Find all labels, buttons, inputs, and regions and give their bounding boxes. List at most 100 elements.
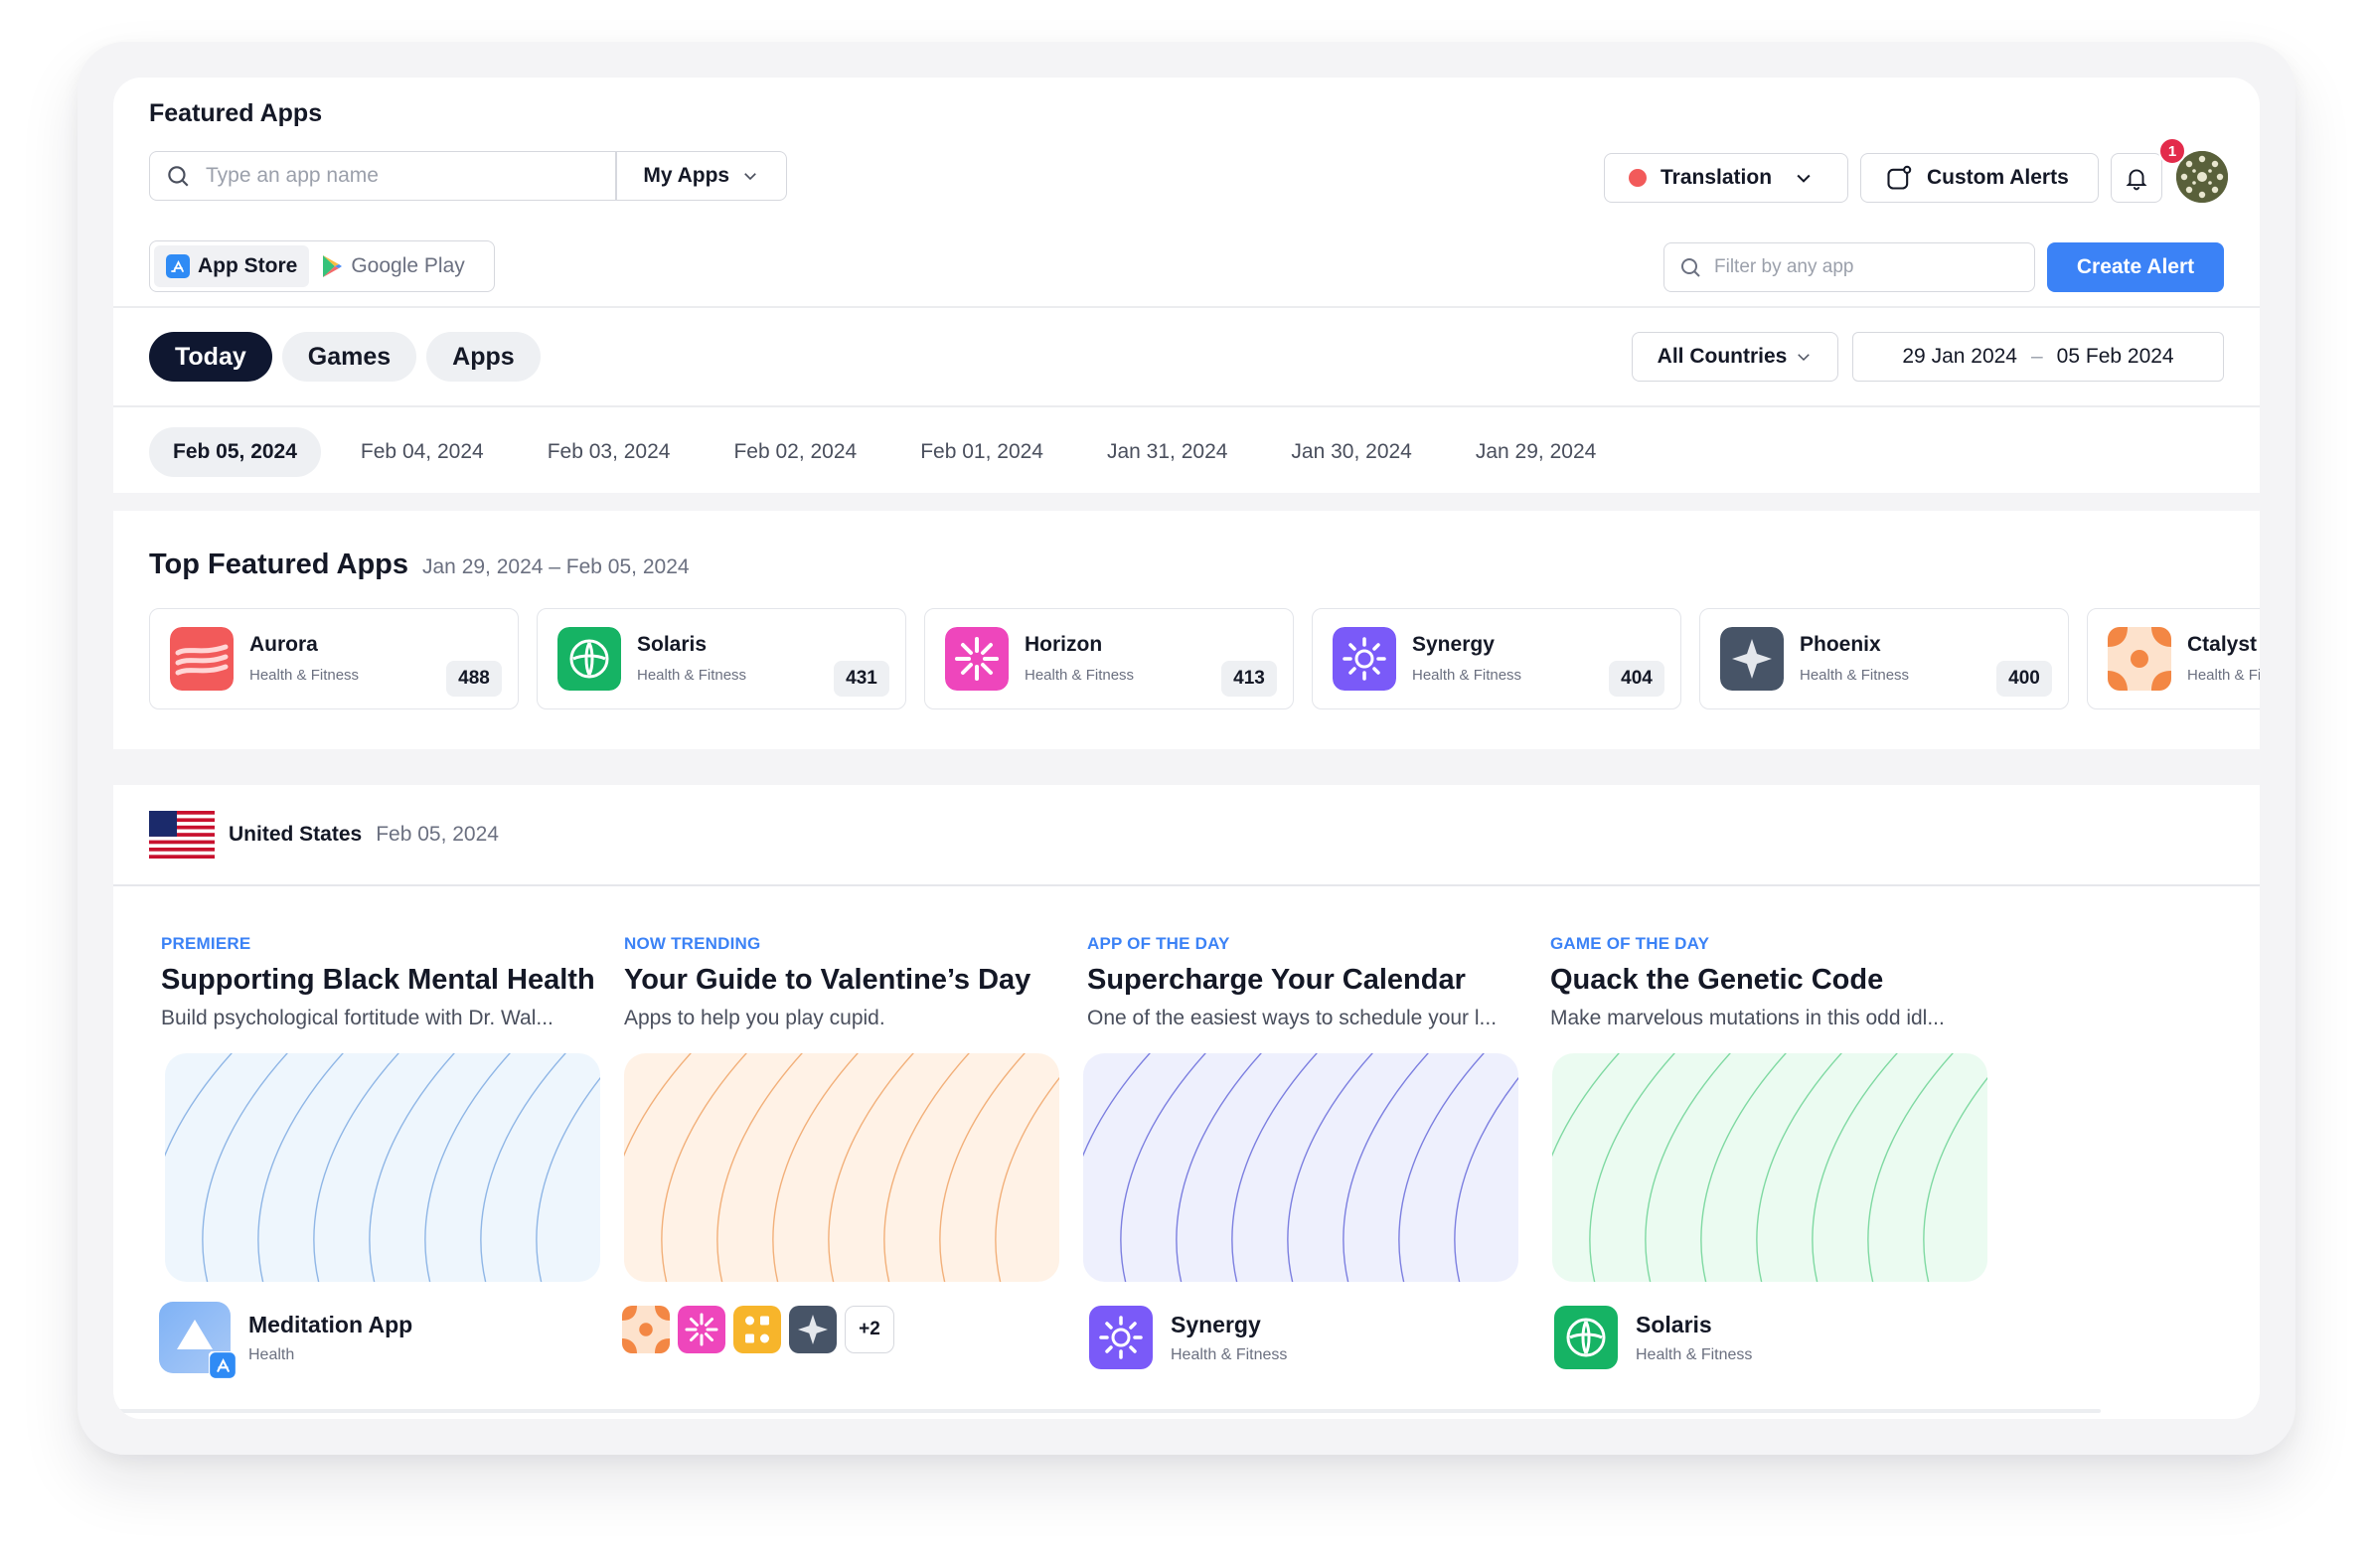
date-pill[interactable]: Jan 31, 2024 [1106, 440, 1228, 463]
story-title: Quack the Genetic Code [1550, 964, 1884, 996]
featured-count-badge: 400 [1996, 661, 2052, 697]
bell-icon [2126, 169, 2147, 191]
story-card-game-of-the-day[interactable]: GAME OF THE DAY Quack the Genetic Code M… [1550, 934, 1985, 1030]
story-card-app-of-the-day[interactable]: APP OF THE DAY Supercharge Your Calendar… [1087, 934, 1522, 1030]
top-app-card[interactable]: Ctalyst Health & Fitness [2087, 608, 2260, 709]
story-title: Supporting Black Mental Health [161, 964, 595, 996]
date-range-end: 05 Feb 2024 [2056, 345, 2174, 368]
story-description: Build psychological fortitude with Dr. W… [161, 1007, 554, 1029]
chevron-down-icon [744, 173, 756, 181]
story-artwork[interactable] [1083, 1053, 1518, 1282]
story-card-now-trending[interactable]: NOW TRENDING Your Guide to Valentine’s D… [624, 934, 1059, 1030]
create-alert-button[interactable]: Create Alert [2047, 242, 2224, 292]
countries-dropdown[interactable]: All Countries [1632, 332, 1838, 382]
horizontal-scrollbar[interactable] [113, 1409, 2101, 1413]
divider [113, 306, 2260, 308]
story-app-synergy[interactable]: Synergy Health & Fitness [1089, 1306, 1287, 1369]
top-featured-title: Top Featured Apps [149, 549, 408, 580]
filter-app-field [1663, 242, 2035, 292]
filter-app-input[interactable] [1714, 256, 2012, 278]
featured-count-badge: 413 [1221, 661, 1277, 697]
featured-count-badge: 404 [1609, 661, 1664, 697]
date-pill[interactable]: Feb 02, 2024 [733, 440, 858, 463]
app-category: Health & Fitness [1800, 667, 1910, 684]
custom-alerts-button[interactable]: Custom Alerts [1860, 153, 2099, 203]
google-play-label: Google Play [351, 254, 465, 277]
featured-apps-panel: Featured Apps My Apps Translation Custom… [113, 78, 2260, 1419]
story-app-category: Health & Fitness [1171, 1345, 1288, 1363]
countries-label: All Countries [1657, 345, 1788, 368]
app-store-option[interactable]: App Store [154, 245, 310, 287]
sunshine-icon [733, 1306, 781, 1353]
story-card-premiere[interactable]: PREMIERE Supporting Black Mental Health … [161, 934, 596, 1030]
app-store-icon [166, 254, 190, 278]
app-store-label: App Store [198, 254, 298, 277]
user-avatar[interactable] [2176, 151, 2228, 203]
story-app-solaris[interactable]: Solaris Health & Fitness [1554, 1306, 1752, 1369]
horizon-icon [678, 1306, 725, 1353]
story-title: Supercharge Your Calendar [1087, 964, 1466, 996]
date-pill[interactable]: Feb 01, 2024 [920, 440, 1043, 463]
story-artwork[interactable] [624, 1053, 1059, 1282]
app-name: Synergy [1412, 633, 1495, 656]
date-pill[interactable]: Feb 05, 2024 [149, 427, 321, 477]
date-pill[interactable]: Feb 04, 2024 [360, 440, 484, 463]
top-app-card[interactable]: Solaris Health & Fitness 431 [537, 608, 906, 709]
app-name: Horizon [1025, 633, 1103, 656]
phoenix-icon [1720, 627, 1784, 691]
story-description: Apps to help you play cupid. [624, 1007, 885, 1029]
story-app-name: Synergy [1171, 1311, 1261, 1337]
top-app-card[interactable]: Aurora Health & Fitness 488 [149, 608, 519, 709]
translation-status-dot [1629, 169, 1647, 187]
alert-add-icon [1887, 165, 1912, 190]
story-app-name: Meditation App [248, 1311, 413, 1337]
story-title: Your Guide to Valentine’s Day [624, 964, 1031, 996]
country-date: Feb 05, 2024 [376, 823, 499, 846]
date-range-picker[interactable]: 29 Jan 2024 – 05 Feb 2024 [1852, 332, 2224, 382]
section-gap [113, 749, 2260, 785]
story-kicker: GAME OF THE DAY [1550, 934, 1710, 953]
tab-games[interactable]: Games [281, 332, 417, 382]
top-app-card[interactable]: Synergy Health & Fitness 404 [1312, 608, 1681, 709]
tab-today[interactable]: Today [149, 332, 272, 382]
story-app-meditation[interactable]: Meditation App Health [159, 1302, 413, 1379]
my-apps-dropdown[interactable]: My Apps [617, 164, 787, 188]
translation-dropdown[interactable]: Translation [1604, 153, 1848, 203]
story-artwork[interactable] [165, 1053, 600, 1282]
store-toggle: App Store Google Play [149, 240, 495, 292]
solaris-icon [557, 627, 621, 691]
category-tabs: Today Games Apps [149, 332, 541, 382]
top-app-card[interactable]: Horizon Health & Fitness 413 [924, 608, 1294, 709]
solaris-icon [1554, 1306, 1618, 1369]
translation-label: Translation [1661, 166, 1773, 189]
google-play-option[interactable]: Google Play [309, 245, 476, 287]
phoenix-icon [789, 1306, 837, 1353]
story-artwork[interactable] [1552, 1053, 1987, 1282]
date-pill[interactable]: Feb 03, 2024 [547, 440, 671, 463]
story-app-stack[interactable]: +2 [622, 1306, 894, 1353]
date-pill[interactable]: Jan 29, 2024 [1475, 440, 1597, 463]
chevron-down-icon [1797, 174, 1811, 183]
search-icon [150, 163, 206, 189]
divider [113, 405, 2260, 407]
featured-count-badge: 431 [834, 661, 889, 697]
horizon-icon [945, 627, 1009, 691]
app-name: Phoenix [1800, 633, 1881, 656]
tab-apps[interactable]: Apps [426, 332, 541, 382]
app-search-input[interactable] [206, 164, 615, 188]
synergy-icon [1089, 1306, 1153, 1369]
date-pill[interactable]: Jan 30, 2024 [1291, 440, 1412, 463]
notifications-button[interactable] [2111, 153, 2162, 203]
story-description: Make marvelous mutations in this odd idl… [1550, 1007, 1945, 1029]
top-app-card[interactable]: Phoenix Health & Fitness 400 [1699, 608, 2069, 709]
app-name: Solaris [637, 633, 708, 656]
more-apps-badge[interactable]: +2 [845, 1306, 894, 1353]
app-search-combo: My Apps [149, 151, 787, 201]
section-gap [113, 493, 2260, 511]
catalyst-icon [622, 1306, 670, 1353]
story-kicker: APP OF THE DAY [1087, 934, 1230, 953]
story-kicker: PREMIERE [161, 934, 251, 953]
synergy-icon [1333, 627, 1396, 691]
custom-alerts-label: Custom Alerts [1927, 166, 2069, 189]
story-app-name: Solaris [1636, 1311, 1712, 1337]
